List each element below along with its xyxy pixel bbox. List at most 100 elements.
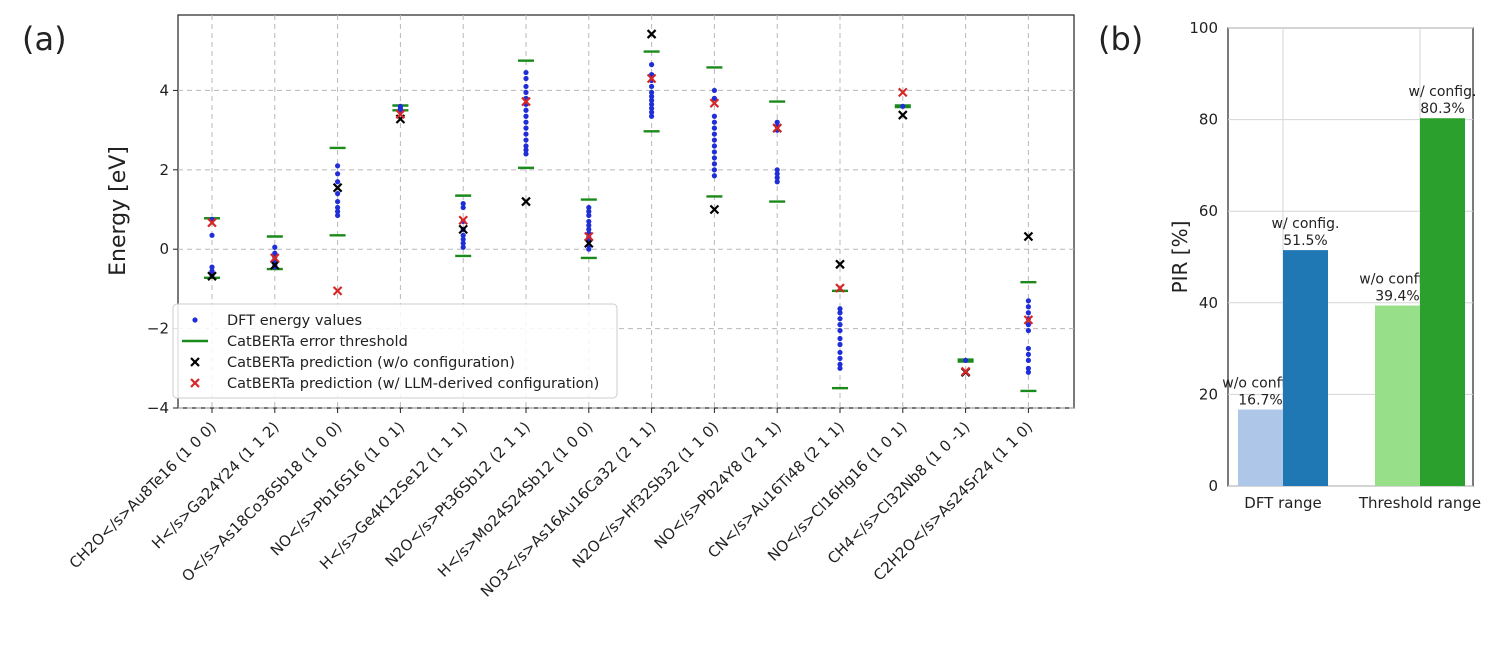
x-tick-label: DFT range: [1244, 494, 1321, 512]
prediction-w-config-point: [584, 231, 594, 242]
prediction-wo-config-point: [207, 271, 217, 281]
panel-label-b: (b): [1098, 20, 1143, 58]
prediction-w-config-point: [395, 109, 406, 120]
dft-point: [523, 113, 529, 119]
bar: [1238, 409, 1283, 486]
prediction-w-config-point: [960, 366, 971, 377]
dft-point: [586, 218, 592, 225]
dft-point: [711, 95, 718, 101]
dft-point: [837, 365, 843, 371]
bar-series-label: w/o config.: [1222, 376, 1298, 392]
dft-point: [837, 349, 843, 356]
dft-point: [335, 191, 341, 197]
prediction-w-config-point: [458, 215, 468, 226]
prediction-wo-config-point: [270, 260, 280, 270]
prediction-w-config-point: [521, 96, 531, 107]
dft-point: [586, 246, 592, 252]
dft-point: [586, 222, 592, 228]
dft-point: [523, 131, 529, 137]
dft-point: [711, 119, 718, 125]
prediction-w-config-point: [898, 87, 908, 98]
x-tick-label: H</s>Ga24Y24 (1 1 2): [148, 418, 282, 552]
dft-point: [711, 155, 718, 161]
dft-point: [335, 204, 341, 211]
dft-point: [711, 137, 718, 143]
dft-point: [335, 163, 341, 169]
dft-point: [774, 175, 780, 181]
dft-point: [649, 113, 655, 119]
legend: DFT energy values CatBERTa error threshol…: [172, 303, 618, 399]
bar: [1283, 250, 1328, 486]
dft-point: [209, 268, 215, 274]
dft-point: [649, 93, 655, 99]
dft-point: [209, 264, 215, 270]
dft-point: [711, 149, 718, 155]
dft-point: [774, 167, 780, 173]
dft-point: [586, 204, 592, 211]
legend-marker: [192, 317, 198, 323]
bar-value-label: 51.5%: [1283, 233, 1327, 249]
dft-point: [1025, 310, 1031, 316]
bar-value-label: 16.7%: [1238, 393, 1282, 409]
prediction-wo-config-point: [332, 182, 343, 193]
dft-point: [1025, 369, 1031, 375]
dft-point: [711, 87, 718, 94]
dft-point: [774, 179, 780, 185]
dft-point: [649, 101, 655, 107]
dft-point: [523, 107, 529, 113]
y-tick-label: 80: [1199, 111, 1218, 129]
prediction-w-config-point: [646, 73, 657, 84]
dft-point: [774, 171, 780, 177]
y-tick-label: 2: [159, 161, 169, 179]
dft-point: [649, 62, 655, 68]
dft-point: [523, 137, 529, 143]
prediction-w-config-point: [709, 98, 720, 108]
bar-series-label: w/ config.: [1272, 216, 1340, 232]
dft-point: [711, 173, 718, 179]
dft-point: [460, 244, 466, 250]
dft-point: [460, 232, 466, 238]
prediction-wo-config-point: [898, 110, 908, 120]
dft-point: [900, 103, 906, 109]
dft-point: [335, 171, 341, 177]
dft-point: [837, 327, 843, 334]
prediction-w-config-point: [772, 123, 782, 133]
dft-point: [711, 167, 718, 173]
dft-point: [460, 236, 466, 242]
y-tick-label: 0: [1208, 477, 1218, 495]
dft-point: [837, 310, 843, 316]
dft-point: [1025, 304, 1031, 310]
prediction-w-config-point: [270, 253, 280, 263]
dft-point: [649, 105, 655, 111]
dft-point: [523, 125, 529, 131]
dft-point: [209, 232, 215, 238]
dft-point: [649, 97, 655, 103]
prediction-wo-config-point: [646, 29, 657, 39]
legend-label: DFT energy values: [227, 313, 362, 329]
bar: [1420, 118, 1465, 486]
dft-point: [837, 341, 843, 348]
dft-point: [460, 240, 466, 246]
dft-point: [523, 83, 529, 90]
prediction-wo-config-point: [521, 196, 531, 207]
dft-point: [272, 244, 278, 250]
x-tick-label: NO</s>Pb24Y8 (2 1 1): [651, 418, 785, 552]
dft-point: [837, 322, 843, 328]
prediction-wo-config-point: [835, 259, 845, 270]
y-tick-label: 0: [159, 240, 169, 258]
dft-point: [460, 204, 466, 211]
dft-point: [711, 113, 718, 119]
legend-marker: [190, 357, 200, 367]
bar-value-label: 80.3%: [1420, 101, 1464, 117]
dft-point: [335, 179, 341, 185]
prediction-wo-config-point: [709, 204, 720, 215]
dft-point: [523, 143, 529, 149]
bar-series-label: w/ config.: [1409, 84, 1477, 100]
dft-point: [1025, 322, 1031, 328]
dft-point: [711, 143, 718, 149]
dft-point: [586, 226, 592, 232]
legend-label: CatBERTa prediction (w/ LLM-derived conf…: [227, 376, 599, 392]
dft-point: [523, 89, 529, 96]
